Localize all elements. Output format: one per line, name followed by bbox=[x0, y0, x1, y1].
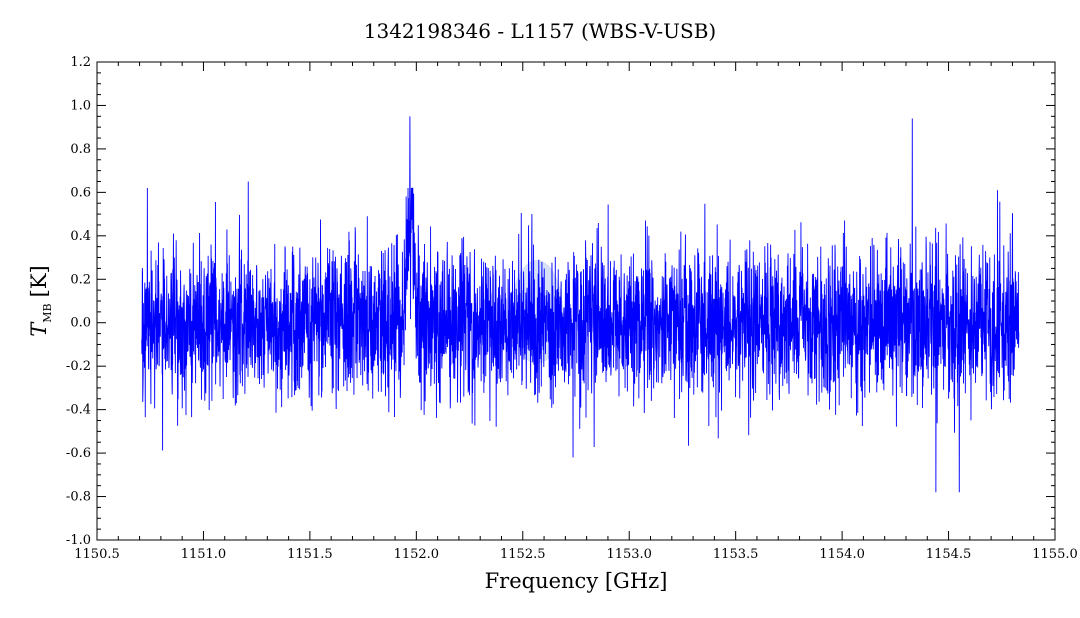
x-tick-label: 1150.5 bbox=[74, 547, 120, 562]
y-axis-label-unit: [K] bbox=[27, 265, 51, 297]
x-tick-label: 1154.5 bbox=[926, 547, 972, 562]
chart-title: 1342198346 - L1157 (WBS-V-USB) bbox=[364, 19, 716, 43]
y-tick-label: -1.0 bbox=[66, 533, 91, 548]
y-axis-ticks: -1.0 -0.8 -0.6 -0.4 -0.2 0.0 0.2 0.4 0.6 0.8 1.0 1.… bbox=[66, 55, 1055, 548]
series-line-group bbox=[141, 116, 1020, 493]
x-tick-label: 1151.5 bbox=[287, 547, 333, 562]
x-tick-label: 1151.0 bbox=[181, 547, 227, 562]
y-axis-label-symbol: T bbox=[27, 321, 51, 337]
y-tick-label: 0.6 bbox=[70, 185, 91, 200]
x-tick-label: 1153.0 bbox=[606, 547, 652, 562]
y-tick-label: 0.2 bbox=[70, 272, 91, 287]
x-tick-label: 1154.0 bbox=[819, 547, 865, 562]
y-tick-label: -0.4 bbox=[66, 403, 91, 418]
x-axis-ticks: 1150.5 1151.0 1151.5 1152.0 1152.5 1153.0 1153… bbox=[74, 62, 1078, 562]
y-tick-label: -0.2 bbox=[66, 359, 91, 374]
spectrum-series-line bbox=[141, 116, 1020, 493]
y-tick-label: 0.0 bbox=[70, 316, 91, 331]
y-axis-label: TMB [K] bbox=[27, 265, 54, 336]
x-tick-label: 1153.5 bbox=[713, 547, 759, 562]
y-tick-label: -0.8 bbox=[66, 490, 91, 505]
x-tick-label: 1152.5 bbox=[500, 547, 546, 562]
y-tick-label: 1.2 bbox=[70, 55, 91, 70]
y-tick-label: 1.0 bbox=[70, 98, 91, 113]
x-tick-label: 1155.0 bbox=[1032, 547, 1078, 562]
x-axis-label: Frequency [GHz] bbox=[485, 569, 668, 593]
y-tick-label: 0.4 bbox=[70, 229, 91, 244]
y-tick-label: -0.6 bbox=[66, 446, 91, 461]
y-axis-label-subscript: MB bbox=[41, 303, 54, 322]
x-tick-label: 1152.0 bbox=[394, 547, 440, 562]
y-tick-label: 0.8 bbox=[70, 142, 91, 157]
